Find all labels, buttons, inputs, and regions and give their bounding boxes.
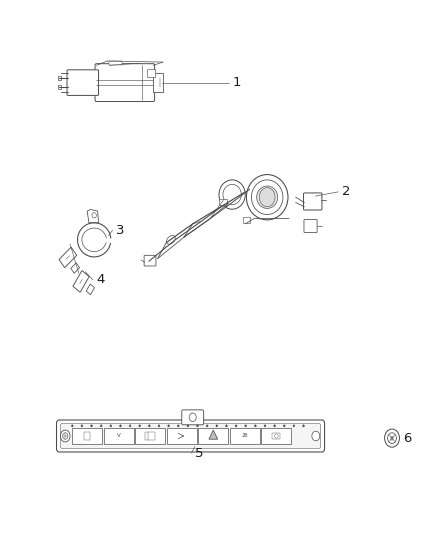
Circle shape [275,434,278,438]
Polygon shape [209,430,218,439]
Circle shape [139,425,141,427]
Bar [135,428,165,444]
Bar [198,428,228,444]
FancyBboxPatch shape [304,193,322,210]
FancyBboxPatch shape [57,420,325,452]
Circle shape [259,188,275,207]
Polygon shape [71,263,80,273]
Circle shape [60,430,70,442]
Circle shape [254,425,256,427]
Bar [145,432,155,440]
Circle shape [177,425,179,427]
Ellipse shape [166,236,175,244]
Circle shape [168,425,170,427]
Circle shape [216,425,218,427]
Polygon shape [86,284,95,295]
FancyBboxPatch shape [304,220,317,232]
Circle shape [120,425,121,427]
FancyBboxPatch shape [60,424,321,448]
Circle shape [312,431,320,441]
Circle shape [63,433,68,439]
Bar [84,432,90,440]
Bar [147,69,155,77]
Text: 6: 6 [403,432,411,445]
Ellipse shape [246,175,288,220]
Ellipse shape [223,184,241,205]
Polygon shape [59,247,77,268]
Bar [272,433,280,439]
Circle shape [110,425,112,427]
Circle shape [71,425,73,427]
Text: 20: 20 [242,433,248,439]
Text: V: V [117,433,120,439]
Circle shape [245,425,247,427]
Bar [109,61,122,66]
Bar [167,428,197,444]
Circle shape [264,425,266,427]
Circle shape [274,425,276,427]
Text: 3: 3 [116,224,124,237]
Circle shape [81,425,83,427]
Circle shape [189,413,196,422]
Bar [153,73,163,92]
Bar [58,76,61,80]
Bar [104,428,134,444]
Circle shape [129,425,131,427]
Bar [230,428,260,444]
Polygon shape [87,209,99,223]
FancyBboxPatch shape [144,255,156,266]
Ellipse shape [219,180,245,209]
Text: 2: 2 [342,185,350,198]
Circle shape [385,429,399,447]
Circle shape [235,425,237,427]
Circle shape [206,425,208,427]
Circle shape [100,425,102,427]
Ellipse shape [257,186,278,208]
Polygon shape [73,271,89,292]
Circle shape [283,425,285,427]
Circle shape [148,425,150,427]
Text: 1: 1 [232,76,240,89]
Circle shape [187,425,189,427]
Bar [72,428,102,444]
Circle shape [390,436,394,440]
FancyBboxPatch shape [182,410,204,425]
Bar [219,199,227,205]
Circle shape [303,425,304,427]
FancyBboxPatch shape [95,63,155,101]
Text: 4: 4 [96,273,105,286]
Ellipse shape [251,180,283,215]
Text: 5: 5 [195,447,203,459]
Bar [261,428,291,444]
Circle shape [92,213,96,218]
Circle shape [226,425,227,427]
Circle shape [293,425,295,427]
Circle shape [388,433,396,443]
FancyBboxPatch shape [67,70,99,95]
Circle shape [91,425,92,427]
Bar [243,217,250,223]
Circle shape [197,425,198,427]
Circle shape [158,425,160,427]
Bar [58,85,61,89]
